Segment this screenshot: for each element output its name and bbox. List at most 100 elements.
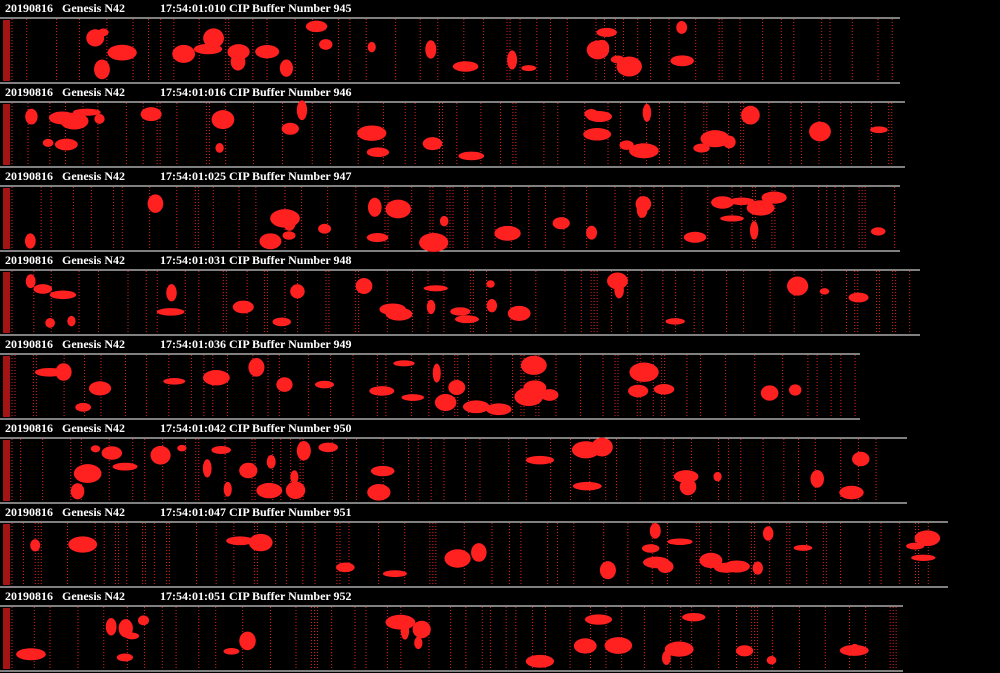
particle: [124, 632, 140, 640]
particle: [664, 641, 694, 657]
particle: [741, 105, 760, 125]
particle: [270, 209, 300, 228]
buffer-info: 17:54:01:036 CIP Buffer Number 949: [160, 337, 352, 351]
particle: [281, 122, 299, 135]
dense-block: [3, 524, 10, 585]
particle: [49, 290, 77, 300]
particle: [434, 393, 457, 411]
buffer-probe: Genesis N42: [62, 589, 125, 603]
particle: [318, 223, 332, 234]
particle: [665, 318, 685, 325]
buffer-probe: Genesis N42: [62, 421, 125, 435]
particle: [116, 653, 134, 662]
particle: [584, 614, 613, 625]
dense-block: [3, 272, 10, 333]
particle: [230, 53, 246, 71]
particle: [223, 481, 232, 497]
particle: [870, 227, 886, 236]
particle: [45, 317, 55, 328]
particle: [494, 225, 521, 241]
particle: [444, 549, 471, 568]
particle: [385, 199, 411, 219]
particle: [318, 442, 338, 453]
particle: [366, 233, 389, 243]
particle: [786, 276, 809, 296]
particle: [379, 303, 406, 316]
particle: [382, 570, 407, 578]
particle: [819, 288, 830, 295]
particle: [30, 539, 41, 552]
particle: [239, 631, 256, 651]
particle: [25, 108, 38, 125]
particle: [752, 561, 763, 575]
particle: [166, 284, 177, 302]
particle: [485, 403, 512, 416]
particle: [848, 292, 869, 303]
particle: [629, 143, 659, 159]
dense-block: [3, 104, 10, 165]
particle: [525, 654, 555, 668]
particle: [232, 300, 254, 314]
buffer-date: 20190816: [5, 253, 53, 267]
particle: [150, 445, 171, 465]
particle: [336, 562, 355, 573]
particle: [628, 384, 649, 398]
particle: [809, 121, 831, 142]
particle: [572, 481, 602, 491]
particle: [400, 620, 410, 640]
particle: [290, 470, 299, 484]
buffer-probe: Genesis N42: [62, 337, 125, 351]
particle: [586, 225, 598, 240]
particle: [700, 130, 730, 148]
particle: [425, 40, 437, 59]
particle: [296, 441, 311, 461]
particle: [282, 231, 296, 240]
buffer-probe: Genesis N42: [62, 85, 125, 99]
particle: [610, 55, 625, 64]
particle: [369, 386, 395, 396]
particle: [202, 370, 230, 386]
buffer-strip: 20190816 Genesis N42 17:54:01:025 CIP Buff…: [0, 169, 900, 252]
particle: [305, 20, 328, 33]
particle: [914, 530, 941, 547]
buffer-info: 17:54:01:016 CIP Buffer Number 946: [160, 85, 352, 99]
particle: [911, 554, 936, 561]
buffer-date: 20190816: [5, 1, 53, 15]
particle: [255, 45, 280, 59]
particle: [112, 462, 138, 471]
particle: [319, 39, 333, 50]
particle: [211, 110, 235, 130]
particle: [426, 299, 436, 315]
particle: [760, 385, 779, 401]
particle: [596, 27, 617, 37]
particle: [423, 285, 448, 292]
particle: [629, 362, 659, 382]
particle: [653, 383, 675, 395]
particle: [215, 143, 224, 153]
particle: [355, 278, 373, 295]
particle: [448, 379, 466, 395]
particle: [296, 100, 308, 121]
particle: [614, 282, 624, 299]
particle: [414, 636, 423, 650]
particle: [156, 308, 185, 316]
particle: [94, 113, 105, 124]
particle: [749, 221, 759, 240]
buffer-info: 17:54:01:031 CIP Buffer Number 948: [160, 253, 352, 267]
dense-block: [3, 20, 10, 81]
particle: [226, 536, 254, 546]
particle: [552, 217, 570, 230]
particle: [272, 317, 291, 327]
buffer-info: 17:54:01:025 CIP Buffer Number 947: [160, 169, 352, 183]
buffer-date: 20190816: [5, 505, 53, 519]
particle: [248, 358, 265, 377]
particle: [97, 28, 109, 37]
particle: [793, 544, 813, 551]
particle: [670, 55, 694, 67]
particle: [571, 441, 600, 459]
particle: [852, 451, 870, 467]
particle: [163, 377, 186, 385]
particle: [679, 478, 697, 496]
particle: [762, 526, 774, 541]
particle: [906, 542, 925, 550]
